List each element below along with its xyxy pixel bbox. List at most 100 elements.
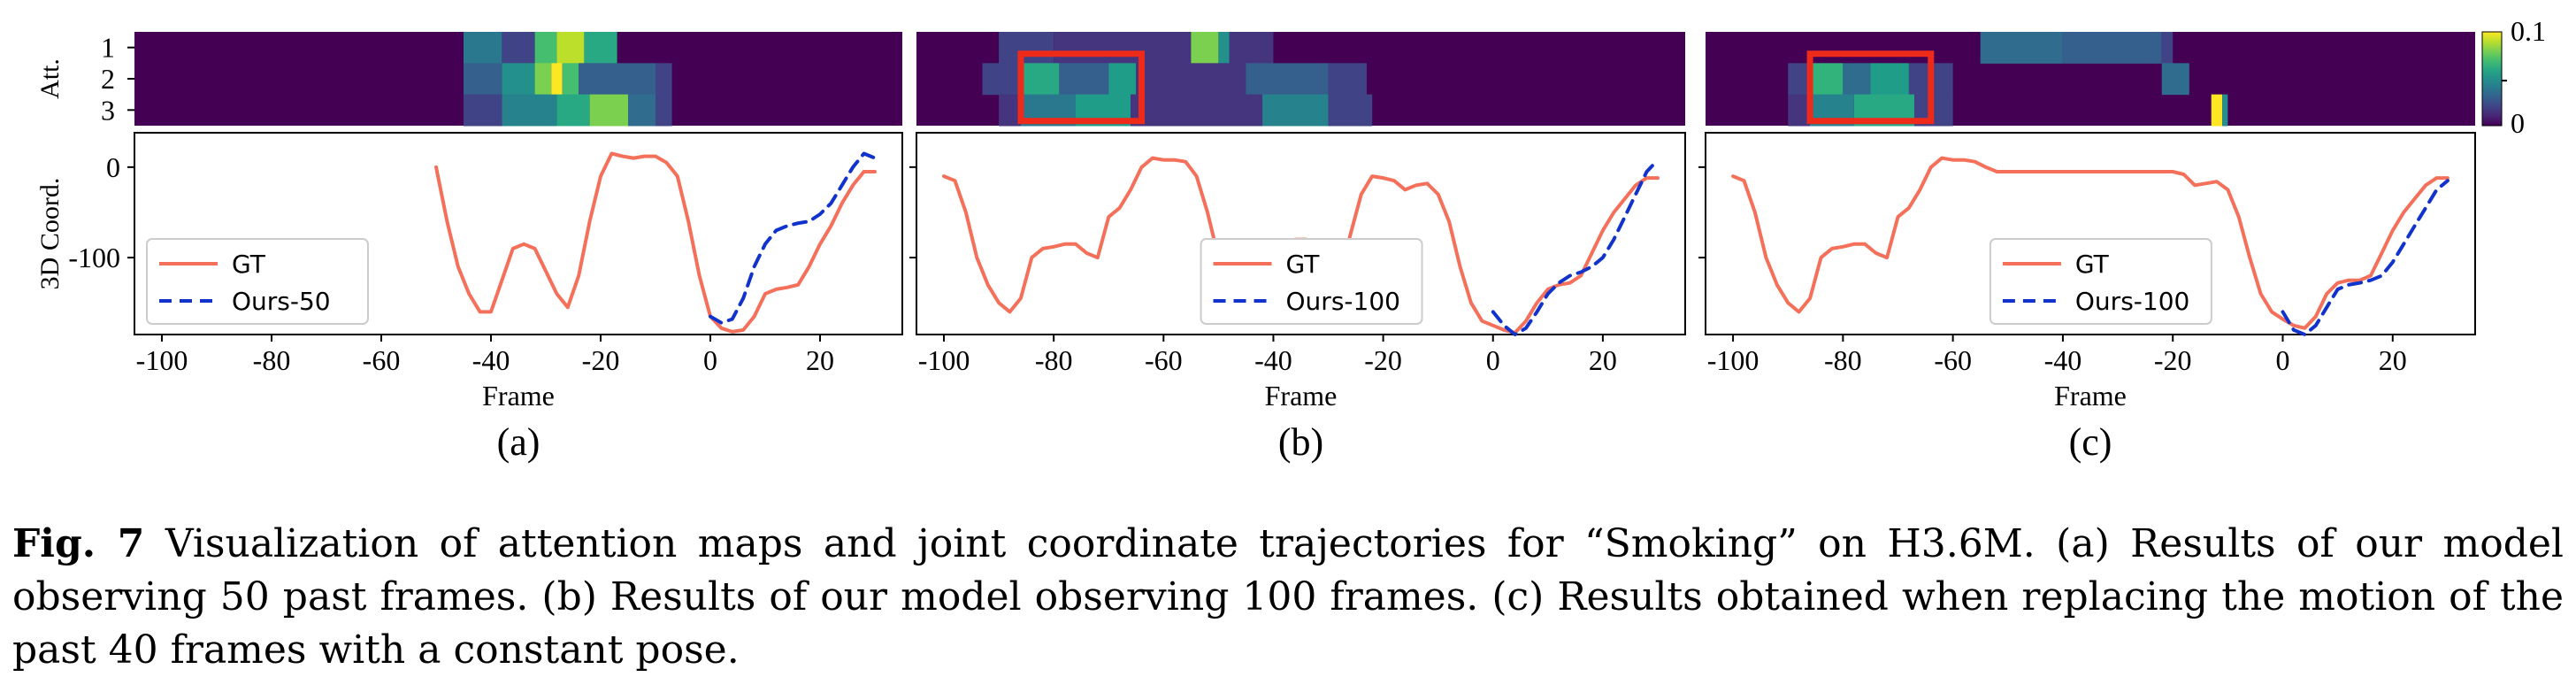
- x-tick-label: -80: [1824, 344, 1862, 376]
- x-tick-label: -100: [136, 344, 188, 376]
- heatmap-cell: [502, 63, 535, 96]
- x-axis-label: Frame: [1265, 380, 1338, 412]
- series-line-ours-100: [1491, 158, 1660, 336]
- x-tick-label: -20: [1364, 344, 1402, 376]
- heatmap-cell: [1246, 63, 1329, 96]
- heatmap-cell: [656, 94, 672, 127]
- x-tick-label: 0: [2276, 344, 2290, 376]
- x-tick-label: 20: [806, 344, 834, 376]
- y-tick-label: -100: [68, 242, 120, 273]
- heatmap-cell: [1980, 32, 2063, 64]
- heatmap-cell: [464, 63, 502, 96]
- x-tick-label: -40: [2044, 344, 2082, 376]
- heatmap-cell: [502, 94, 557, 127]
- x-tick-label: -20: [582, 344, 620, 376]
- heatmap-cell: [1328, 63, 1367, 96]
- legend-entry: Ours-50: [232, 287, 331, 316]
- heatmap-cell: [2211, 94, 2223, 127]
- heatmap-cell: [464, 32, 502, 64]
- x-tick-label: -80: [1035, 344, 1073, 376]
- panel-label: (c): [2069, 420, 2112, 464]
- heatmap-cell: [2062, 32, 2162, 64]
- legend-entry: GT: [232, 250, 266, 279]
- attention-heatmap: [916, 32, 1685, 127]
- x-tick-label: 20: [2379, 344, 2407, 376]
- chart-panel-2: -100 -80 -60 -40 -20 0 20 Frame (b) GT Ours-100: [909, 32, 1686, 464]
- heatmap-cell: [1788, 63, 1811, 96]
- x-tick-label: -60: [1145, 344, 1183, 376]
- x-axis-label: Frame: [482, 380, 555, 412]
- x-tick-label: -40: [472, 344, 510, 376]
- heatmap-cell: [1020, 63, 1060, 96]
- heatmap-cell: [1059, 63, 1109, 96]
- y-axis-label: 3D Coord.: [35, 178, 65, 290]
- colorbar: 0.10: [2481, 15, 2546, 139]
- legend-entry: GT: [1286, 250, 1321, 279]
- heatmap-cell: [982, 63, 1021, 96]
- heatmap-cell: [1191, 32, 1219, 64]
- heatmap-cell: [584, 32, 617, 64]
- heatmap-cell: [1328, 94, 1373, 127]
- series-line-ours-100: [2281, 179, 2450, 336]
- heatmap-cell: [1870, 63, 1909, 96]
- heatmap-cell: [562, 63, 579, 96]
- x-tick-label: -100: [918, 344, 970, 376]
- legend: GT Ours-100: [1200, 238, 1423, 325]
- heatmap-cell: [1229, 32, 1274, 64]
- series-line-gt: [1731, 156, 2450, 330]
- heatmap-cell: [556, 94, 590, 127]
- x-tick-label: -80: [253, 344, 291, 376]
- x-tick-label: -60: [1934, 344, 1972, 376]
- series-line-gt: [434, 151, 877, 334]
- legend: GT Ours-50: [146, 238, 369, 325]
- panel-label: (b): [1278, 420, 1323, 464]
- colorbar-tick-label: 0.1: [2511, 15, 2546, 47]
- series-line-ours-50: [709, 151, 877, 325]
- heatmap-row-label: 3: [101, 94, 115, 126]
- heatmap-cell: [1054, 32, 1192, 64]
- heatmap-cell: [589, 94, 628, 127]
- heatmap-cell: [1843, 63, 1871, 96]
- highlight-box: [1806, 50, 1935, 125]
- legend-entry: Ours-100: [1286, 287, 1400, 316]
- x-tick-label: 20: [1589, 344, 1617, 376]
- heatmap-cell: [999, 32, 1054, 64]
- x-axis-label: Frame: [2054, 380, 2127, 412]
- heatmap-cell: [1131, 94, 1263, 127]
- heatmap-cell: [628, 94, 656, 127]
- chart-panel-3: -100 -80 -60 -40 -20 0 20 Frame (c) GT Ours-100: [1698, 32, 2476, 464]
- x-tick-label: -20: [2154, 344, 2192, 376]
- heatmap-cell: [534, 32, 557, 64]
- heatmap-row-label: 2: [101, 63, 115, 95]
- highlight-box: [1017, 50, 1145, 125]
- attention-heatmap: [1706, 32, 2475, 127]
- heatmap-cell: [1218, 32, 1230, 64]
- figure-caption: Fig. 7 Visualization of attention maps a…: [12, 518, 2564, 677]
- heatmap-cell: [1108, 63, 1137, 96]
- heatmap-cell: [1788, 94, 1811, 127]
- heatmap-cell: [502, 32, 535, 64]
- heatmap-cell: [579, 63, 656, 96]
- heatmap-cell: [551, 63, 563, 96]
- heatmap-cell: [656, 63, 672, 96]
- heatmap-cell: [2161, 63, 2189, 96]
- caption-label: Fig. 7: [12, 521, 145, 566]
- heatmap-row-label: 1: [101, 32, 115, 64]
- heatmap-cell: [999, 94, 1021, 127]
- panel-label: (a): [497, 420, 540, 464]
- heatmap-ylabel: Att.: [35, 58, 65, 99]
- caption-text: Visualization of attention maps and join…: [12, 521, 2564, 673]
- legend-entry: GT: [2075, 250, 2110, 279]
- colorbar-bar: [2481, 31, 2503, 127]
- x-tick-label: -100: [1707, 344, 1760, 376]
- heatmap-cell: [1262, 94, 1329, 127]
- attention-heatmap: [134, 32, 902, 127]
- heatmap-cell: [1810, 63, 1844, 96]
- heatmap-cell: [534, 63, 552, 96]
- y-tick-label: 0: [106, 151, 120, 183]
- heatmap-cell: [556, 32, 585, 64]
- x-tick-label: 0: [703, 344, 717, 376]
- x-tick-label: -60: [363, 344, 401, 376]
